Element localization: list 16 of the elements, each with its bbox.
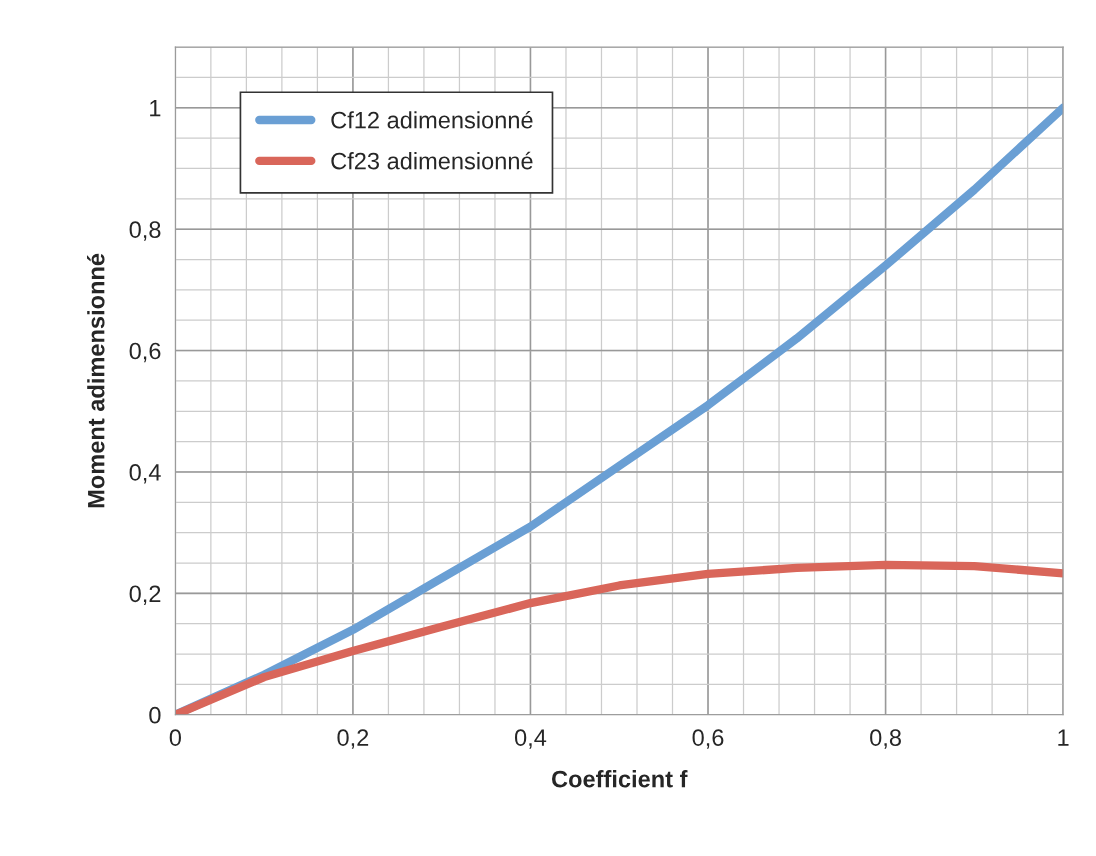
- x-tick-label: 0,2: [337, 729, 369, 749]
- y-axis-title: Moment adimensionné: [86, 253, 105, 508]
- x-axis-title: Coefficient f: [552, 770, 688, 788]
- legend-label: Cf23 adimensionné: [331, 151, 533, 170]
- legend-label: Cf12 adimensionné: [331, 110, 533, 129]
- x-tick-label: 0: [169, 729, 181, 746]
- x-tick-label: 0,4: [514, 729, 547, 749]
- y-tick-label: 0,2: [129, 585, 161, 605]
- y-tick-label: 0: [149, 706, 161, 724]
- y-tick-label: 0,4: [129, 464, 161, 484]
- y-tick-label: 0,8: [129, 221, 161, 241]
- x-tick-label: 0,8: [870, 729, 901, 749]
- x-tick-label: 1: [1058, 729, 1069, 746]
- y-tick-label: 0,6: [129, 342, 161, 363]
- y-tick-label: 1: [150, 100, 161, 117]
- x-tick-label: 0,6: [692, 729, 724, 749]
